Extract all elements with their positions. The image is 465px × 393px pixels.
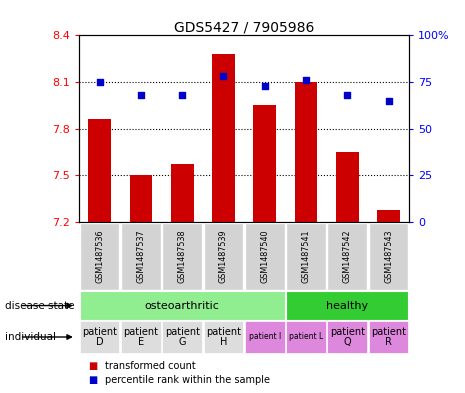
- Text: patient I: patient I: [249, 332, 281, 342]
- Point: [385, 97, 392, 104]
- Bar: [295, 82, 318, 222]
- Text: ■: ■: [88, 361, 98, 371]
- Bar: [336, 152, 359, 222]
- Bar: [162, 223, 202, 290]
- Text: GSM1487541: GSM1487541: [301, 230, 311, 283]
- Title: GDS5427 / 7905986: GDS5427 / 7905986: [174, 20, 314, 34]
- Bar: [327, 321, 367, 353]
- Bar: [80, 223, 120, 290]
- Bar: [162, 321, 202, 353]
- Text: osteoarthritic: osteoarthritic: [145, 301, 219, 310]
- Text: GSM1487537: GSM1487537: [136, 230, 146, 283]
- Text: GSM1487540: GSM1487540: [260, 230, 269, 283]
- Point: [96, 79, 103, 85]
- Bar: [286, 292, 408, 320]
- Bar: [130, 175, 153, 222]
- Bar: [369, 321, 408, 353]
- Text: percentile rank within the sample: percentile rank within the sample: [105, 375, 270, 385]
- Point: [261, 83, 268, 89]
- Bar: [80, 321, 120, 353]
- Text: ■: ■: [88, 375, 98, 385]
- Text: individual: individual: [5, 332, 56, 342]
- Bar: [80, 292, 285, 320]
- Text: disease state: disease state: [5, 301, 74, 310]
- Text: patient
R: patient R: [371, 327, 406, 347]
- Text: GSM1487538: GSM1487538: [178, 230, 187, 283]
- Bar: [369, 223, 408, 290]
- Bar: [286, 223, 326, 290]
- Bar: [204, 321, 243, 353]
- Text: patient
Q: patient Q: [330, 327, 365, 347]
- Bar: [377, 209, 400, 222]
- Bar: [286, 321, 326, 353]
- Bar: [327, 223, 367, 290]
- Bar: [204, 223, 243, 290]
- Text: patient
H: patient H: [206, 327, 241, 347]
- Text: patient
G: patient G: [165, 327, 200, 347]
- Text: transformed count: transformed count: [105, 361, 195, 371]
- Bar: [88, 119, 111, 222]
- Bar: [121, 223, 161, 290]
- Point: [137, 92, 145, 98]
- Text: GSM1487539: GSM1487539: [219, 230, 228, 283]
- Point: [302, 77, 310, 83]
- Bar: [171, 165, 193, 222]
- Bar: [245, 223, 285, 290]
- Text: patient
E: patient E: [123, 327, 159, 347]
- Bar: [253, 105, 276, 222]
- Bar: [245, 321, 285, 353]
- Text: patient
D: patient D: [82, 327, 117, 347]
- Bar: [212, 54, 235, 222]
- Bar: [121, 321, 161, 353]
- Text: GSM1487543: GSM1487543: [384, 230, 393, 283]
- Text: healthy: healthy: [326, 301, 368, 310]
- Point: [220, 73, 227, 79]
- Text: patient L: patient L: [289, 332, 323, 342]
- Point: [344, 92, 351, 98]
- Point: [179, 92, 186, 98]
- Text: GSM1487542: GSM1487542: [343, 230, 352, 283]
- Text: GSM1487536: GSM1487536: [95, 230, 104, 283]
